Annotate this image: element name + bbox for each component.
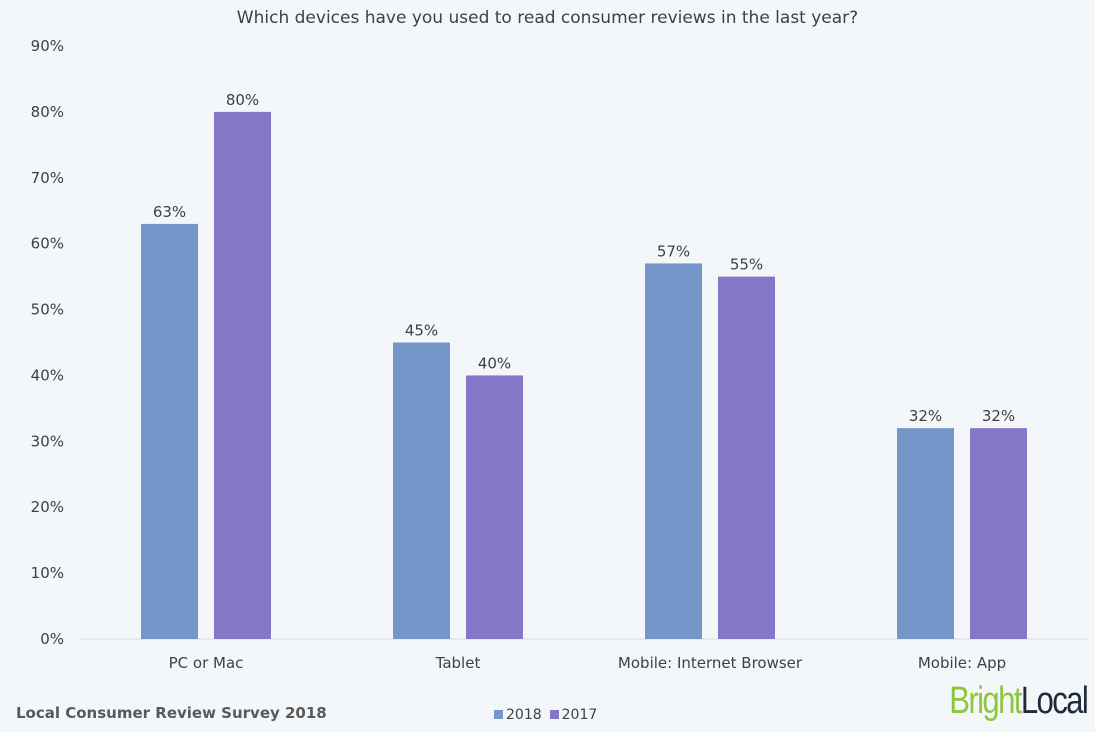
- data-label: 32%: [909, 407, 942, 425]
- bar-2018: [141, 223, 198, 639]
- y-tick-label: 50%: [31, 301, 64, 319]
- y-tick-label: 30%: [31, 432, 64, 450]
- survey-footer: Local Consumer Review Survey 2018: [16, 704, 327, 722]
- bar-2017: [718, 276, 775, 639]
- bar-2018: [645, 263, 702, 639]
- bar-2017: [214, 111, 271, 639]
- bar-2018: [393, 342, 450, 639]
- legend-item-2018: 2018: [494, 707, 542, 723]
- y-tick-label: 20%: [31, 498, 64, 516]
- data-label: 80%: [226, 91, 259, 109]
- data-label: 63%: [153, 203, 186, 221]
- brightlocal-logo: BrightLocal: [949, 680, 1088, 722]
- data-label: 45%: [405, 322, 438, 340]
- y-tick-label: 90%: [31, 37, 64, 55]
- y-tick-label: 10%: [31, 564, 64, 582]
- data-label: 32%: [982, 407, 1015, 425]
- y-tick-label: 70%: [31, 169, 64, 187]
- y-tick-label: 80%: [31, 103, 64, 121]
- bar-2017: [466, 375, 523, 639]
- x-tick-label: PC or Mac: [169, 654, 244, 672]
- bar-2017: [970, 428, 1027, 639]
- data-label: 55%: [730, 256, 763, 274]
- y-tick-label: 60%: [31, 235, 64, 253]
- y-tick-label: 40%: [31, 366, 64, 384]
- data-label: 40%: [478, 354, 511, 372]
- bar-2018: [897, 428, 954, 639]
- x-tick-label: Mobile: App: [918, 654, 1006, 672]
- legend-swatch: [549, 710, 559, 719]
- x-tick-label: Mobile: Internet Browser: [618, 654, 803, 672]
- chart-title: Which devices have you used to read cons…: [236, 8, 859, 28]
- legend-item-2017: 2017: [549, 707, 597, 723]
- x-tick-label: Tablet: [435, 654, 481, 672]
- legend-swatch: [494, 710, 503, 719]
- y-tick-label: 0%: [40, 630, 64, 648]
- data-label: 57%: [657, 242, 690, 260]
- legend: 2018 2017: [494, 707, 597, 723]
